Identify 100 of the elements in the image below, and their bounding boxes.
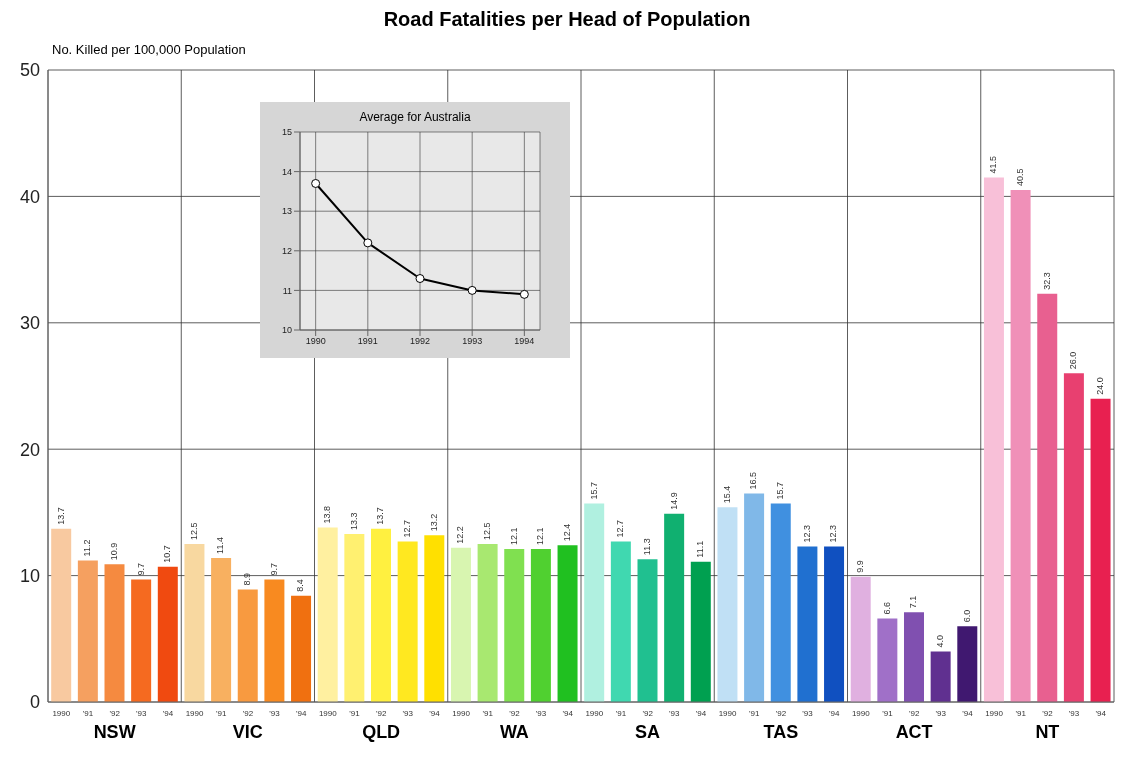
data-label: 8.4 [295, 579, 306, 592]
bar [983, 177, 1004, 702]
bar [184, 544, 205, 702]
data-label: 13.7 [375, 507, 386, 525]
data-label: 9.7 [268, 562, 279, 576]
data-label: 7.1 [908, 595, 919, 609]
text: ACT [894, 722, 934, 743]
data-label: 16.5 [748, 471, 759, 490]
bar [371, 528, 391, 702]
x-tick-label: 1992 [409, 336, 431, 347]
x-tick-label: '93 [669, 708, 681, 718]
text: VIC [231, 722, 264, 743]
x-tick-label: '93 [935, 708, 947, 718]
bar [797, 546, 818, 702]
x-tick-label: '91 [349, 708, 361, 718]
data-label: 8.9 [242, 572, 253, 586]
data-label: 41.5 [988, 155, 999, 174]
x-tick-label: 1990 [318, 708, 338, 718]
data-label: 14.9 [668, 492, 679, 510]
y-tick-label: 10 [281, 325, 292, 336]
x-tick-label: 1990 [305, 336, 326, 347]
bar [237, 589, 258, 702]
y-tick-label: 0 [29, 692, 40, 713]
x-tick-label: '94 [162, 708, 174, 718]
x-tick-label: '94 [1095, 708, 1107, 718]
x-tick-label: '93 [535, 708, 547, 718]
x-tick-label: '94 [828, 708, 840, 718]
data-label: 15.4 [721, 485, 732, 504]
bar [664, 513, 685, 702]
text: TAS [762, 722, 800, 743]
text: NSW [92, 722, 137, 743]
x-tick-label: '92 [908, 708, 920, 718]
data-label: 11.3 [641, 538, 652, 556]
point [415, 274, 425, 284]
bar [450, 547, 471, 702]
bar [637, 559, 658, 702]
x-tick-label: 1990 [851, 708, 871, 718]
bar [51, 528, 72, 702]
text: NT [1034, 722, 1061, 743]
point [363, 238, 373, 248]
x-tick-label: '92 [509, 708, 521, 718]
bar [211, 557, 232, 702]
data-label: 32.3 [1041, 272, 1052, 290]
bar [291, 595, 312, 702]
bar [131, 579, 152, 702]
data-label: 11.2 [82, 539, 93, 557]
data-label: 12.5 [188, 522, 199, 540]
x-tick-label: '94 [962, 708, 974, 718]
bar [770, 503, 791, 702]
bar [557, 545, 578, 702]
bar [1090, 398, 1111, 702]
bar [397, 541, 418, 702]
bar [877, 618, 898, 702]
data-label: 13.2 [428, 513, 439, 532]
x-tick-label: 1990 [185, 708, 205, 718]
bar [530, 549, 551, 702]
data-label: 6.6 [881, 602, 892, 615]
bar [744, 493, 765, 702]
data-label: 13.7 [55, 507, 66, 525]
bar [157, 566, 178, 702]
data-label: 26.0 [1068, 351, 1079, 370]
data-label: 10.7 [162, 545, 173, 563]
x-tick-label: '93 [136, 708, 148, 718]
x-tick-label: '91 [615, 708, 627, 718]
x-tick-label: '92 [109, 708, 121, 718]
bar [77, 560, 98, 702]
data-label: 12.7 [615, 519, 626, 538]
point [519, 289, 529, 299]
data-label: 12.2 [455, 526, 466, 544]
text: SA [634, 722, 662, 743]
x-tick-label: 1991 [357, 336, 378, 347]
bar [1063, 373, 1084, 702]
x-tick-label: '91 [1015, 708, 1027, 718]
data-label: 12.1 [508, 527, 519, 546]
x-tick-label: '93 [1068, 708, 1080, 718]
bar [344, 533, 365, 702]
data-label: 13.8 [322, 506, 333, 524]
x-tick-label: 1993 [462, 336, 483, 347]
bar [850, 576, 871, 702]
x-tick-label: '91 [216, 708, 227, 718]
x-tick-label: '91 [749, 708, 760, 718]
y-tick-label: 15 [281, 127, 292, 138]
bar [904, 612, 924, 702]
x-tick-label: '93 [802, 708, 814, 718]
x-tick-label: 1990 [718, 708, 738, 718]
y-tick-label: 10 [19, 565, 40, 586]
x-tick-label: '91 [482, 708, 494, 718]
bar [1010, 190, 1031, 702]
y-tick-label: 40 [19, 186, 40, 207]
y-tick-label: 20 [19, 439, 40, 460]
bar [424, 535, 445, 702]
data-label: 12.7 [402, 519, 413, 538]
bar [824, 546, 845, 702]
bar [317, 527, 338, 702]
chart-title: Road Fatalities per Head of Population [382, 8, 752, 32]
bar [610, 541, 631, 702]
data-label: 40.5 [1014, 168, 1025, 187]
bar [264, 579, 285, 702]
x-tick-label: 1990 [585, 708, 604, 718]
data-label: 12.3 [828, 525, 839, 543]
